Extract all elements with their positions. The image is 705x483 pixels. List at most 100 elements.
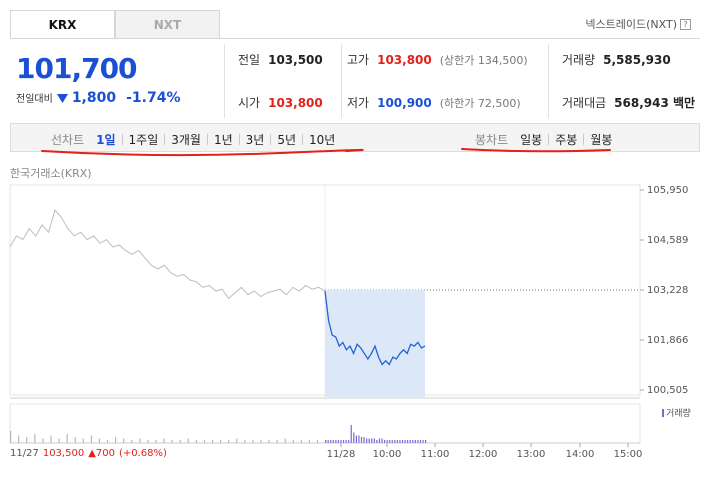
change-percent: -1.74% (126, 90, 181, 106)
candle-chart-label[interactable]: 봉차트 (475, 133, 509, 147)
stat-trade-value: 거래대금 568,943 백만 (562, 94, 695, 111)
stat-value: 568,943 백만 (614, 96, 696, 110)
volume-bar (399, 440, 401, 443)
volume-bar (139, 438, 141, 443)
period-1y[interactable]: 1년 (213, 133, 233, 147)
change-label: 전일대비 (16, 94, 53, 105)
stat-label: 시가 (238, 96, 261, 110)
volume-bars (10, 425, 427, 443)
question-box-icon[interactable]: ? (680, 18, 691, 30)
footer-pct: (+0.68%) (118, 448, 167, 459)
volume-bar (337, 440, 340, 443)
x-axis-labels: 11/28 10:00 11:00 12:00 13:00 14:00 15:00 (327, 443, 643, 460)
x-tick-label: 13:00 (517, 449, 546, 460)
stat-open: 시가 103,800 (238, 94, 323, 111)
volume-bar (66, 434, 68, 443)
period-1d[interactable]: 1일 (96, 133, 116, 147)
volume-bar (58, 438, 60, 443)
volume-bar (147, 440, 149, 443)
volume-bar (401, 440, 404, 443)
red-underline-candle-chart (461, 148, 611, 153)
volume-bar (74, 437, 76, 443)
chart-source: 한국거래소(KRX) (10, 167, 92, 180)
volume-bar (391, 440, 393, 443)
stat-label: 저가 (347, 96, 370, 110)
chart-control-bar: 선차트 1일 1주일 3개월 1년 3년 5년 10년 봉차트 일봉 주봉 월봉 (10, 123, 700, 152)
stat-high: 고가 103,800 (상한가 134,500) (347, 51, 528, 68)
candle-monthly[interactable]: 월봉 (590, 133, 613, 147)
volume-bar (268, 440, 270, 443)
volume-swatch (662, 408, 664, 417)
nxt-link[interactable]: 넥스트레이드(NXT) ? (585, 16, 691, 32)
period-3m[interactable]: 3개월 (171, 133, 201, 147)
volume-bar (419, 440, 422, 443)
footer-change: ▲700 (88, 448, 115, 459)
volume-bar (284, 438, 286, 443)
lower-limit: (하한가 72,500) (439, 97, 521, 110)
price-change: 전일대비 1,800 -1.74% (16, 90, 181, 106)
period-3y[interactable]: 3년 (245, 133, 265, 147)
volume-bar (123, 438, 125, 443)
volume-bar (348, 440, 350, 443)
volume-bar (187, 438, 189, 443)
candle-daily[interactable]: 일봉 (520, 133, 543, 147)
volume-bar (381, 438, 383, 443)
volume-bar (412, 440, 414, 443)
volume-legend-label: 거래량 (666, 409, 691, 419)
volume-bar (386, 440, 388, 443)
today-line (324, 290, 426, 366)
stats-divider (224, 44, 225, 118)
volume-bar (389, 440, 391, 443)
volume-bar (414, 440, 416, 443)
stat-low: 저가 100,900 (하한가 72,500) (347, 94, 521, 111)
x-tick-label: 11:00 (421, 449, 450, 460)
y-tick-label: 104,589 (647, 235, 688, 246)
volume-bar (368, 438, 370, 443)
volume-bar (155, 440, 157, 443)
volume-bar (383, 440, 386, 443)
x-tick-label: 15:00 (614, 449, 643, 460)
red-underline-line-chart (41, 148, 364, 157)
x-tick-label: 10:00 (373, 449, 402, 460)
volume-bar (363, 437, 365, 443)
volume-bar (292, 440, 294, 443)
price-lines (9, 209, 640, 398)
separator (238, 134, 240, 145)
volume-bar (308, 440, 311, 443)
period-10y[interactable]: 10년 (309, 133, 336, 147)
volume-bar (203, 440, 206, 443)
stat-volume: 거래량 5,585,930 (562, 51, 671, 68)
volume-bar (276, 440, 278, 443)
stat-label: 전일 (238, 53, 261, 67)
y-tick-label: 103,228 (647, 285, 688, 296)
exchange-tabs: KRX NXT (10, 10, 220, 39)
volume-bar (228, 440, 230, 443)
volume-bar (378, 438, 381, 443)
y-tick-label: 105,950 (647, 185, 688, 196)
candle-weekly[interactable]: 주봉 (555, 133, 578, 147)
volume-bar (236, 438, 238, 443)
annotations (41, 148, 611, 157)
line-chart-label[interactable]: 선차트 (51, 133, 85, 147)
stat-value: 103,500 (268, 53, 323, 67)
change-value: 1,800 (71, 90, 117, 106)
line-chart-controls: 선차트 1일 1주일 3개월 1년 3년 5년 10년 (45, 131, 341, 148)
tab-krx[interactable]: KRX (10, 10, 115, 39)
volume-bar (366, 438, 368, 443)
footer-prev-day: 11/27 103,500 ▲700 (+0.68%) (10, 448, 167, 459)
volume-bar (50, 435, 52, 443)
stat-prev-close: 전일 103,500 (238, 51, 323, 68)
stat-label: 거래대금 (562, 96, 607, 110)
volume-bar (376, 440, 378, 443)
separator (583, 134, 585, 145)
period-5y[interactable]: 5년 (277, 133, 297, 147)
volume-bar (425, 440, 427, 443)
volume-bar (252, 440, 254, 443)
period-1w[interactable]: 1주일 (128, 133, 159, 147)
volume-bar (316, 440, 319, 443)
volume-bar (260, 440, 262, 443)
separator (164, 134, 166, 145)
volume-bar (358, 435, 360, 443)
volume-bar (34, 434, 36, 443)
